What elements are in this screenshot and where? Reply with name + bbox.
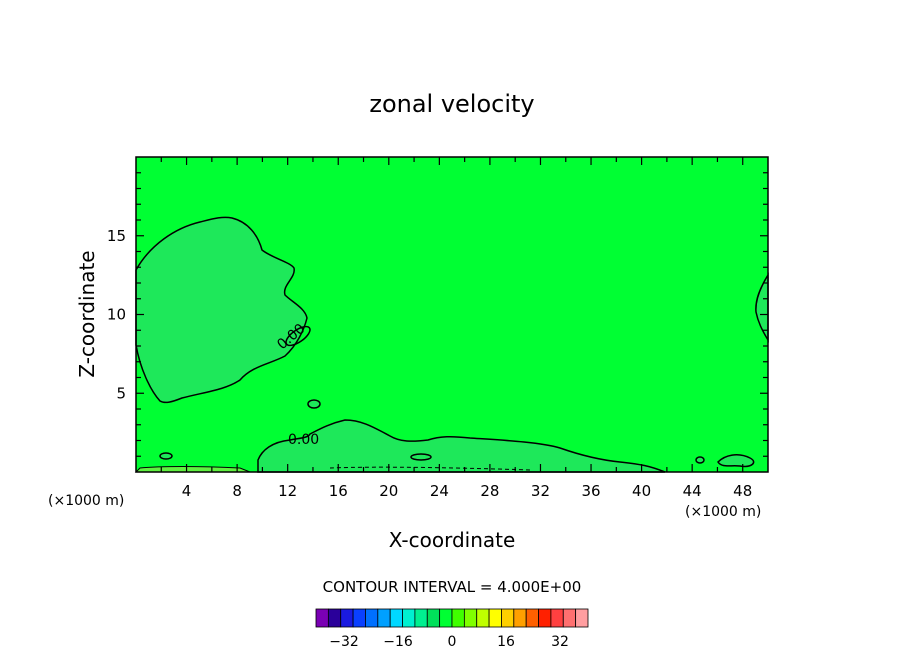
colorbar-swatch: [315, 608, 329, 628]
colorbar-tick-label: −32: [329, 634, 359, 650]
z-axis-label: Z-coordinate: [75, 250, 99, 377]
x-axis-label: X-coordinate: [389, 528, 516, 552]
colorbar-tick-label: −16: [383, 634, 413, 650]
colorbar-swatch: [439, 608, 453, 628]
colorbar-swatch: [451, 608, 465, 628]
x-tick-label: 48: [733, 482, 752, 500]
colorbar-swatch: [476, 608, 490, 628]
contour-dashed: [329, 466, 531, 471]
contour-small-6: [695, 456, 705, 464]
contour-label: 0.00: [288, 432, 319, 448]
contour-small-2: [285, 325, 311, 347]
colorbar-swatch: [575, 608, 589, 628]
colorbar-swatch: [365, 608, 379, 628]
contour-bottom-band: [134, 466, 251, 473]
colorbar-swatch: [488, 608, 502, 628]
contour-region-lower: [257, 419, 666, 473]
contour-region-left: [135, 216, 308, 404]
colorbar-swatch: [352, 608, 366, 628]
colorbar-tick-label: 0: [448, 634, 457, 650]
x-tick-label: 36: [581, 482, 600, 500]
contour-interval-label: CONTOUR INTERVAL = 4.000E+00: [323, 578, 582, 596]
colorbar-swatch: [426, 608, 441, 628]
colorbar-swatch: [538, 608, 552, 628]
x-tick-label: 40: [632, 482, 651, 500]
x-axis-unit: (×1000 m): [685, 504, 761, 520]
x-tick-label: 24: [430, 482, 449, 500]
colorbar-swatch: [389, 608, 403, 628]
colorbar-swatch: [402, 608, 416, 628]
plot-area: 0.00 0.00: [134, 156, 769, 473]
x-tick-label: 8: [232, 482, 242, 500]
z-axis: 5 10 15: [107, 172, 768, 457]
chart-title: zonal velocity: [369, 90, 534, 118]
x-tick-label: 16: [329, 482, 348, 500]
colorbar-swatch: [525, 608, 539, 628]
contour-region-right: [755, 272, 769, 343]
z-tick-label: 15: [107, 227, 126, 245]
colorbar-swatch: [377, 608, 391, 628]
z-axis-unit: (×1000 m): [48, 493, 124, 509]
x-tick-label: 44: [683, 482, 702, 500]
x-tick-label: 4: [182, 482, 192, 500]
colorbar-swatch: [463, 608, 478, 628]
z-tick-label: 10: [107, 306, 126, 324]
colorbar-swatch: [501, 608, 515, 628]
x-tick-label: 12: [278, 482, 297, 500]
colorbar-swatch: [562, 608, 577, 628]
colorbar-tick-label: 16: [497, 634, 515, 650]
colorbar-swatch: [414, 608, 428, 628]
colorbar: −32 −16 0 16 32: [315, 608, 589, 650]
x-tick-label: 28: [480, 482, 499, 500]
colorbar-swatch: [513, 608, 527, 628]
z-tick-label: 5: [116, 384, 126, 402]
contour-small-1: [307, 399, 321, 409]
colorbar-swatch: [327, 608, 342, 628]
x-tick-label: 32: [531, 482, 550, 500]
colorbar-tick-label: 32: [551, 634, 569, 650]
x-tick-label: 20: [379, 482, 398, 500]
contour-small-3: [159, 452, 173, 460]
colorbar-swatch: [550, 608, 564, 628]
contour-small-5: [717, 454, 755, 468]
contour-small-4: [410, 453, 432, 461]
x-axis: 4 8 12 16 20 24 28 32 36 40 44 48: [160, 157, 752, 500]
colorbar-swatch: [340, 608, 354, 628]
